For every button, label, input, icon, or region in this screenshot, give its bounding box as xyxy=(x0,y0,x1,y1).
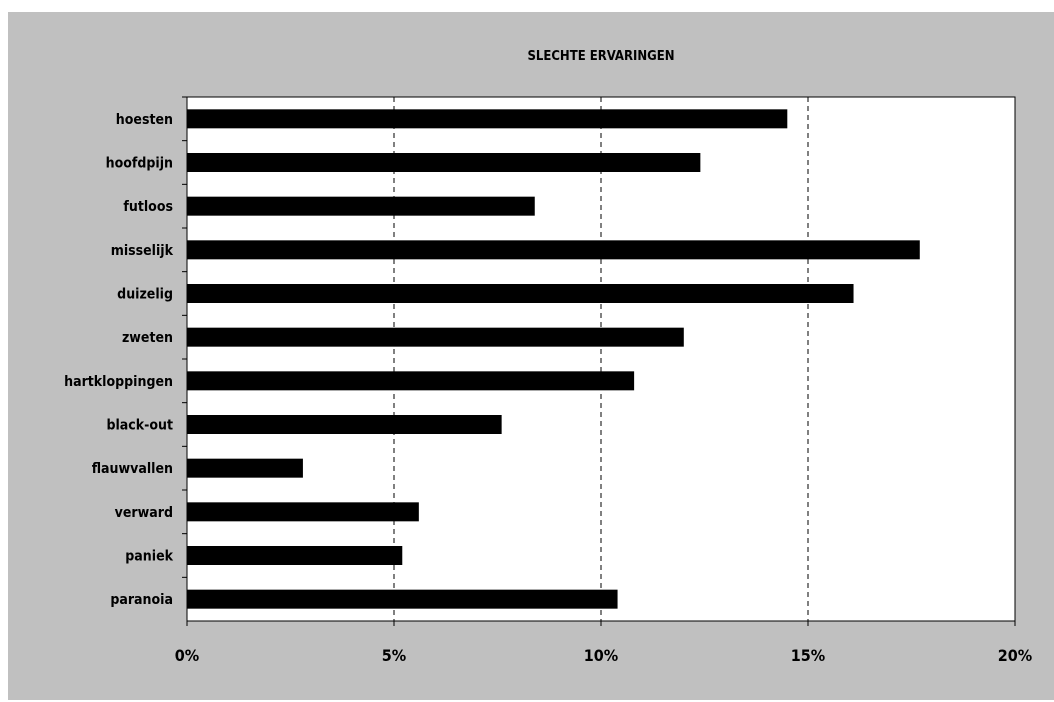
bar-flauwvallen xyxy=(187,458,303,478)
category-labels: hoesten hoofdpijn futloos misselijk duizelig… xyxy=(64,96,187,608)
category-label: black-out xyxy=(106,418,173,434)
bar-verward xyxy=(187,502,419,522)
bar-futloos xyxy=(187,196,535,216)
bar-hoesten xyxy=(187,109,788,129)
x-tick-label: 5% xyxy=(382,646,406,665)
chart-title: SLECHTE ERVARINGEN xyxy=(527,49,674,64)
bar-zweten xyxy=(187,327,684,347)
bar-misselijk xyxy=(187,240,920,260)
category-label: paniek xyxy=(125,549,173,565)
bar-paniek xyxy=(187,546,403,565)
category-label: futloos xyxy=(123,199,173,215)
category-label: hartkloppingen xyxy=(64,374,173,390)
x-axis-ticks: 0% 5% 10% 15% 20% xyxy=(175,621,1032,665)
category-label: verward xyxy=(115,505,173,521)
category-label: duizelig xyxy=(117,287,173,303)
category-label: paranoia xyxy=(110,592,173,608)
bar-duizelig xyxy=(187,284,854,303)
bars xyxy=(187,109,920,609)
category-label: hoesten xyxy=(116,112,173,128)
bar-black-out xyxy=(187,415,502,434)
x-tick-label: 15% xyxy=(791,646,825,665)
bar-paranoia xyxy=(187,589,618,609)
x-tick-label: 0% xyxy=(175,646,199,665)
category-label: hoofdpijn xyxy=(106,156,173,172)
bar-hoofdpijn xyxy=(187,153,701,172)
category-label: flauwvallen xyxy=(92,461,173,477)
category-label: misselijk xyxy=(111,243,174,259)
grid-lines xyxy=(393,97,809,621)
category-label: zweten xyxy=(122,330,173,346)
x-tick-label: 20% xyxy=(998,646,1032,665)
x-tick-label: 10% xyxy=(584,646,618,665)
bar-hartkloppingen xyxy=(187,371,635,391)
